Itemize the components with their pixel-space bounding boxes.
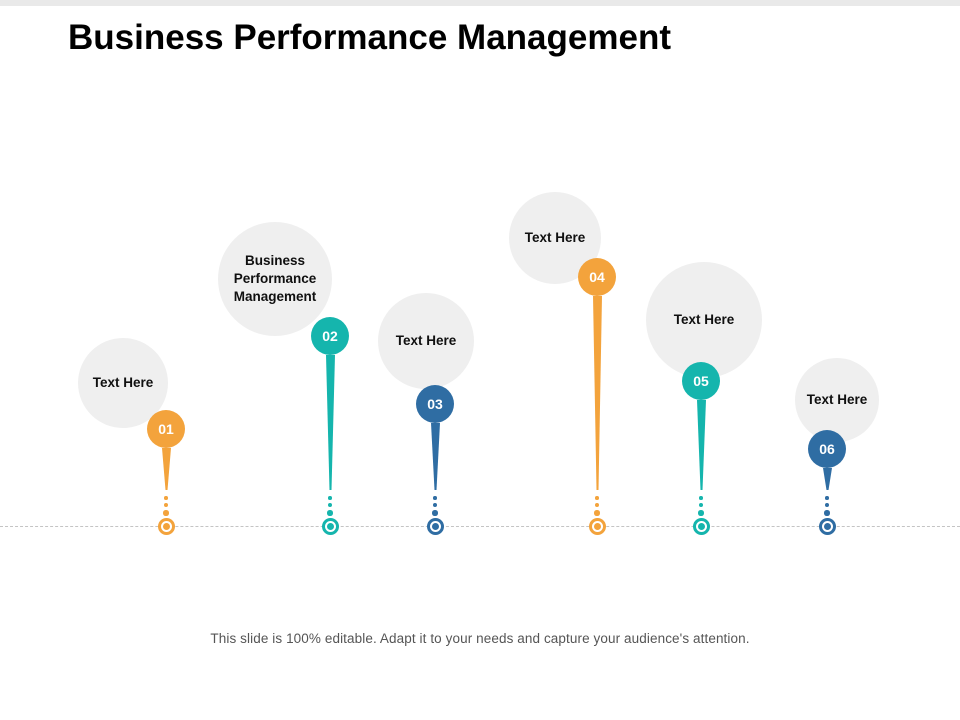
pin-trail-dot-2 xyxy=(163,502,169,508)
pin-number-badge-02[interactable]: 02 xyxy=(311,317,349,355)
pin-bubble-label: Text Here xyxy=(673,312,735,327)
pin-stem-05 xyxy=(696,400,706,490)
top-accent-band xyxy=(0,0,960,6)
pin-bubble-05: Text Here xyxy=(646,262,762,378)
pin-axis-marker-core xyxy=(593,522,601,530)
pin-trail-dot-1 xyxy=(825,496,829,500)
pin-trail-dot-1 xyxy=(433,496,437,500)
pin-trail-dot-1 xyxy=(595,496,599,500)
pin-stem-02 xyxy=(325,355,335,490)
page-title: Business Performance Management xyxy=(68,18,671,57)
pin-number-badge-03[interactable]: 03 xyxy=(416,385,454,423)
pin-trail-dot-2 xyxy=(327,502,333,508)
pin-trail-dot-2 xyxy=(594,502,600,508)
pin-trail-dot-1 xyxy=(699,496,703,500)
pin-number-badge-05[interactable]: 05 xyxy=(682,362,720,400)
pin-trail-dot-3 xyxy=(824,510,830,516)
pin-bubble-02: Business Performance Management xyxy=(218,222,332,336)
pin-trail-dot-1 xyxy=(328,496,332,500)
pin-axis-marker-core xyxy=(697,522,705,530)
pin-bubble-06: Text Here xyxy=(795,358,879,442)
pin-trail-dot-3 xyxy=(698,510,704,516)
pin-trail-dot-3 xyxy=(432,510,438,516)
pin-axis-marker-core xyxy=(326,522,334,530)
pin-axis-marker-core xyxy=(823,522,831,530)
pin-bubble-label: Text Here xyxy=(524,230,586,245)
pin-bubble-label: Text Here xyxy=(806,392,868,407)
pin-bubble-label: Text Here xyxy=(395,333,457,348)
pin-bubble-01: Text Here xyxy=(78,338,168,428)
pin-stem-04 xyxy=(592,296,602,490)
pin-trail-dot-2 xyxy=(432,502,438,508)
pin-trail-dot-2 xyxy=(824,502,830,508)
pin-axis-marker-core xyxy=(162,522,170,530)
pin-stem-01 xyxy=(161,448,171,490)
pin-number-badge-01[interactable]: 01 xyxy=(147,410,185,448)
pin-axis-marker-core xyxy=(431,522,439,530)
footer-note: This slide is 100% editable. Adapt it to… xyxy=(210,631,750,646)
pin-number-badge-04[interactable]: 04 xyxy=(578,258,616,296)
pin-bubble-label: Business Performance Management xyxy=(233,253,317,304)
pin-trail-dot-1 xyxy=(164,496,168,500)
timeline-axis xyxy=(0,526,960,527)
pin-stem-06 xyxy=(822,468,832,490)
pin-stem-03 xyxy=(430,423,440,490)
pin-number-badge-06[interactable]: 06 xyxy=(808,430,846,468)
pin-bubble-label: Text Here xyxy=(92,375,154,390)
pin-trail-dot-2 xyxy=(698,502,704,508)
pin-trail-dot-3 xyxy=(163,510,169,516)
pin-trail-dot-3 xyxy=(327,510,333,516)
pin-bubble-03: Text Here xyxy=(378,293,474,389)
pin-trail-dot-3 xyxy=(594,510,600,516)
